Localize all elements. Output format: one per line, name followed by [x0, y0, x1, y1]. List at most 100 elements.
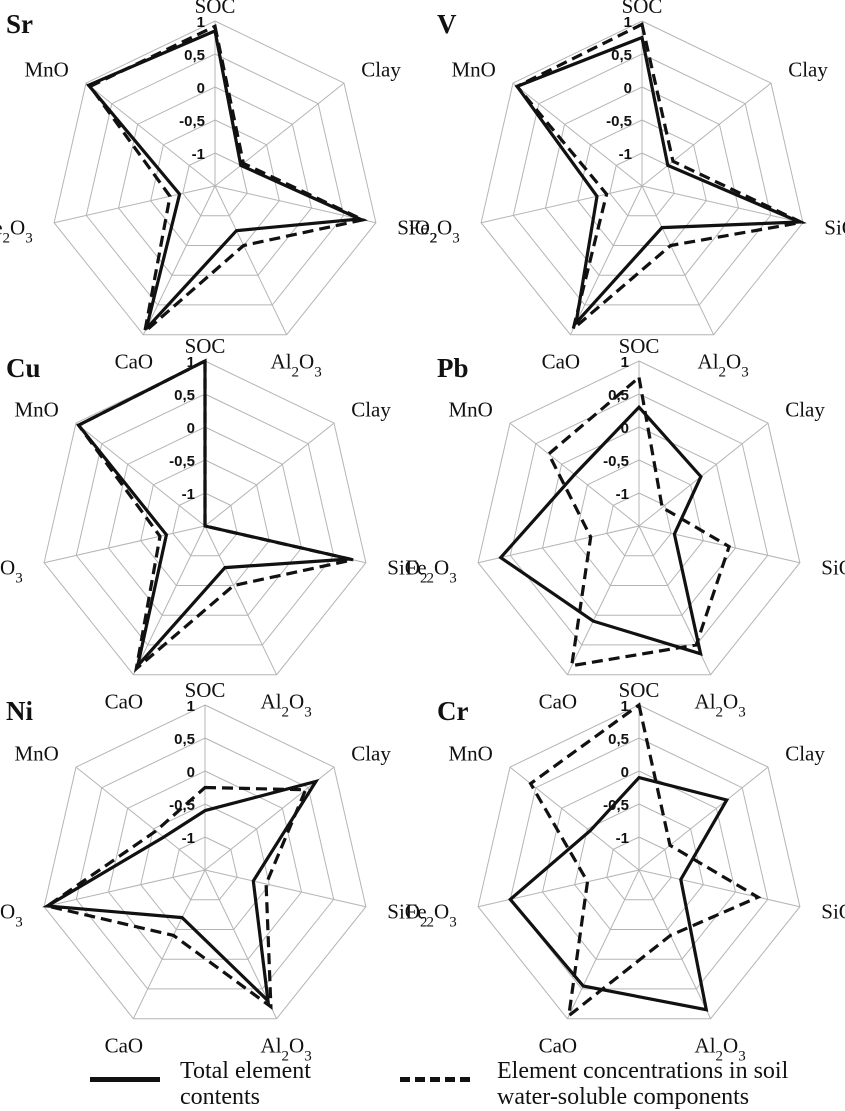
legend-dashed-label-line1: Element concentrations in soil — [497, 1058, 789, 1084]
tick-label: -0,5 — [603, 453, 629, 470]
axis-spoke — [478, 525, 640, 564]
axis-label-mno: MnO — [448, 397, 492, 421]
axis-label-al2o3: Al2O3 — [695, 1033, 746, 1064]
tick-label: -0,5 — [179, 113, 205, 130]
axis-label-sio2: SiO2 — [821, 556, 845, 587]
legend-solid-label-line2: contents — [180, 1084, 260, 1110]
axis-spoke — [204, 869, 278, 1019]
axis-label-mno: MnO — [448, 741, 492, 765]
tick-label: 1 — [197, 14, 205, 31]
tick-label: 0 — [197, 80, 205, 97]
axis-label-cao: CaO — [105, 1033, 144, 1057]
grid-ring — [107, 426, 303, 616]
axis-spoke — [566, 525, 640, 675]
series-total-line — [76, 358, 351, 672]
axis-label-clay: Clay — [785, 741, 825, 765]
axis-spoke — [481, 185, 643, 224]
axis-spoke — [638, 766, 769, 871]
axis-label-fe2o3: Fe2O3 — [406, 900, 457, 931]
grid-ring — [75, 737, 335, 990]
series-water-soluble-line — [528, 702, 762, 1020]
axis-spoke — [478, 869, 640, 908]
axis-label-mno: MnO — [451, 57, 495, 81]
grid-ring — [577, 119, 707, 246]
axis-spoke — [75, 422, 206, 527]
grid-ring — [512, 53, 772, 306]
tick-label: -1 — [182, 486, 195, 503]
radar-panel-sr: Sr-1-0,500,51SOCClaySiO2Al2O3CaOFe2O3MnO — [0, 0, 437, 380]
panel-title: V — [437, 9, 457, 39]
series-water-soluble-line — [76, 358, 354, 673]
series-total-line — [498, 404, 703, 657]
grid-ring — [609, 152, 675, 217]
axis-label-al2o3: Al2O3 — [695, 689, 746, 720]
axis-spoke — [204, 422, 335, 527]
axis-spoke — [641, 82, 772, 187]
legend-dashed-line — [400, 1077, 470, 1082]
tick-label: 1 — [624, 14, 632, 31]
legend-solid-label-line1: Total element — [180, 1058, 311, 1084]
radar-panel-cu: Cu-1-0,500,51SOCClaySiO2Al2O3CaOFe2O3MnO — [0, 334, 427, 720]
series-total-line — [85, 28, 366, 330]
tick-label: -0,5 — [603, 797, 629, 814]
series-water-soluble-line — [514, 21, 807, 334]
panel-title: Pb — [437, 353, 469, 383]
grid-ring — [43, 360, 367, 676]
grid-ring — [53, 20, 377, 336]
tick-label: -0,5 — [169, 453, 195, 470]
grid-ring — [541, 426, 737, 616]
grid-ring — [150, 119, 280, 246]
tick-label: -0,5 — [606, 113, 632, 130]
legend-dashed-label-line2: water-soluble components — [497, 1084, 750, 1110]
axis-label-clay: Clay — [351, 741, 391, 765]
axis-spoke — [204, 525, 278, 675]
axis-spoke — [638, 525, 800, 564]
axis-spoke — [85, 82, 216, 187]
grid-ring — [43, 704, 367, 1020]
axis-label-cao: CaO — [539, 1033, 578, 1057]
axis-spoke — [641, 185, 715, 335]
grid-ring — [606, 836, 672, 901]
series-total-line — [42, 778, 320, 1006]
axis-label-fe2o3: Fe2O3 — [0, 556, 23, 587]
axis-label-soc: SOC — [622, 0, 663, 18]
grid-ring — [477, 704, 801, 1020]
tick-label: 0 — [187, 764, 195, 781]
series-water-soluble-line — [43, 785, 308, 1011]
axis-label-soc: SOC — [185, 334, 226, 358]
axis-label-sio2: SiO2 — [387, 900, 427, 931]
tick-label: -0,5 — [169, 797, 195, 814]
tick-label: 0,5 — [611, 47, 632, 64]
axis-spoke — [44, 525, 206, 564]
tick-label: 0 — [624, 80, 632, 97]
axis-label-soc: SOC — [185, 678, 226, 702]
axis-label-sio2: SiO2 — [824, 216, 845, 247]
series-total-line — [508, 775, 730, 1012]
series-water-soluble-line — [87, 23, 368, 336]
tick-label: -1 — [192, 146, 205, 163]
axis-spoke — [54, 185, 216, 224]
tick-label: -1 — [616, 486, 629, 503]
axis-label-fe2o3: Fe2O3 — [406, 556, 457, 587]
grid-ring — [85, 53, 345, 306]
grid-ring — [182, 152, 248, 217]
axis-label-soc: SOC — [619, 334, 660, 358]
axis-label-mno: MnO — [14, 741, 58, 765]
tick-label: 0,5 — [608, 387, 629, 404]
axis-label-clay: Clay — [788, 57, 828, 81]
tick-label: 0 — [187, 420, 195, 437]
axis-spoke — [142, 185, 216, 335]
panel-title: Sr — [6, 9, 33, 39]
grid-ring — [140, 459, 270, 586]
axis-label-sio2: SiO2 — [387, 556, 427, 587]
legend-solid-label: Total element contents — [180, 1058, 380, 1110]
axis-spoke — [569, 185, 643, 335]
grid-ring — [140, 803, 270, 930]
axis-label-cao: CaO — [115, 349, 154, 373]
axis-label-cao: CaO — [539, 689, 578, 713]
grid-ring — [509, 737, 769, 990]
panel-title: Cu — [6, 353, 41, 383]
